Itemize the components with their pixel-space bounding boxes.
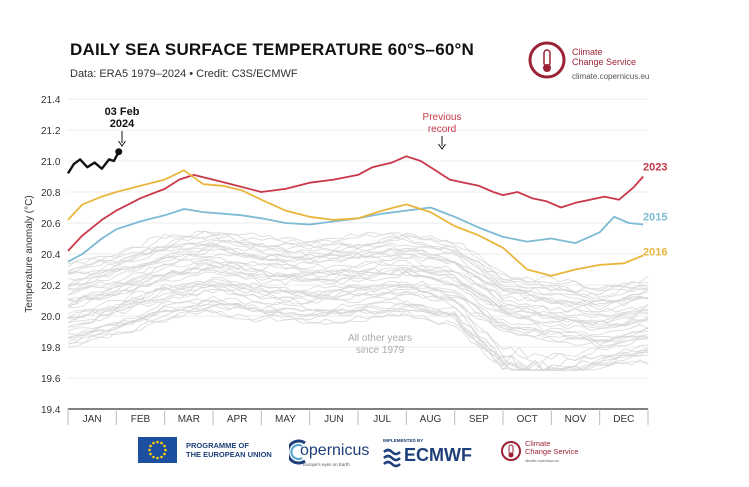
other-year-line: [67, 283, 648, 343]
y-tick-label: 20.0: [41, 312, 61, 323]
other-year-line: [67, 244, 649, 308]
c3s-footer-name-line2: Change Service: [525, 447, 579, 456]
c3s-logo-url: climate.copernicus.eu: [572, 72, 650, 81]
x-tick-label: DEC: [613, 414, 634, 425]
other-year-line: [67, 263, 649, 325]
x-tick-label: AUG: [420, 414, 442, 425]
y-tick-label: 21.4: [41, 95, 61, 106]
series-label-2023: 2023: [643, 162, 667, 174]
x-tick-label: JAN: [83, 414, 102, 425]
annotation-other-years-line1: All other years: [348, 333, 412, 344]
chart-subtitle: Data: ERA5 1979–2024 • Credit: C3S/ECMWF: [70, 68, 298, 80]
other-year-line: [67, 289, 649, 364]
annotation-latest-date-line1: 03 Feb: [105, 106, 140, 118]
c3s-logo-name-line2: Change Service: [572, 57, 637, 67]
annotation-previous-record-line2: record: [428, 124, 456, 135]
y-tick-label: 21.2: [41, 126, 61, 137]
series-line-2024: [66, 151, 120, 175]
series-label-2016: 2016: [643, 247, 667, 259]
chart-axes: 19.4 19.6 19.8 20.0 20.2 20.4 20.6 20.8 21.0 21.2…: [41, 95, 649, 425]
c3s-logo: Climate Change Service climate.copernicu…: [527, 38, 650, 84]
other-year-line: [67, 299, 649, 371]
latest-point-marker: [115, 148, 123, 156]
c3s-footer-name: Climate Change Service: [525, 440, 578, 456]
series-label-2015: 2015: [643, 212, 667, 224]
y-tick-label: 19.4: [41, 405, 61, 416]
ecmwf-waves-icon: [383, 448, 401, 468]
x-tick-label: SEP: [469, 414, 489, 425]
c3s-logo-name: Climate Change Service: [572, 47, 636, 67]
y-tick-label: 19.8: [41, 343, 61, 354]
other-year-line: [67, 258, 649, 319]
chart-title: DAILY SEA SURFACE TEMPERATURE 60°S–60°N: [70, 40, 474, 59]
other-year-line: [67, 233, 649, 296]
x-tick-label: APR: [227, 414, 248, 425]
c3s-emblem-icon: [528, 41, 566, 79]
other-year-line: [67, 288, 649, 360]
other-years-lines: [67, 230, 649, 371]
y-tick-label: 21.0: [41, 157, 61, 168]
copernicus-subtext: Europe's eyes on Earth: [303, 462, 350, 467]
x-tick-label: OCT: [517, 414, 538, 425]
x-tick-label: JUN: [324, 414, 343, 425]
ecmwf-implemented-text: IMPLEMENTED BY: [383, 438, 424, 443]
y-tick-label: 20.4: [41, 250, 61, 261]
other-year-line: [67, 257, 649, 314]
eu-programme-text: PROGRAMME OF THE EUROPEAN UNION: [186, 441, 272, 459]
other-year-line: [67, 230, 649, 292]
series-line-2016: [67, 169, 644, 277]
annotation-previous-record-line1: Previous: [423, 112, 462, 123]
other-year-line: [67, 285, 649, 349]
other-year-line: [67, 248, 649, 307]
ecmwf-logo: IMPLEMENTED BY ECMWF: [380, 438, 485, 468]
copernicus-logo: opernicus Europe's eyes on Earth: [289, 435, 369, 469]
y-tick-label: 19.6: [41, 374, 61, 385]
sst-chart: 2023 2015 2016 19.4 19.6 19.8 20.0 20.2 20.4 20.…: [24, 95, 667, 425]
y-tick-label: 20.2: [41, 281, 61, 292]
eu-text-line2: THE EUROPEAN UNION: [186, 450, 272, 459]
x-tick-label: FEB: [131, 414, 151, 425]
series-line-2023: [67, 155, 644, 252]
x-tick-label: NOV: [565, 414, 587, 425]
y-axis-label: Temperature anomaly (°C): [24, 195, 35, 312]
c3s-footer-emblem-icon: [501, 441, 521, 461]
c3s-footer-name-line1: Climate: [525, 439, 551, 448]
other-year-line: [67, 232, 649, 294]
c3s-logo-name-line1: Climate: [572, 47, 603, 57]
previous-record-arrowhead: [438, 143, 446, 150]
x-tick-label: MAY: [275, 414, 296, 425]
x-tick-label: MAR: [178, 414, 200, 425]
c3s-footer-url: climate.copernicus.eu: [525, 459, 559, 463]
other-year-line: [67, 230, 649, 290]
eu-text-line1: PROGRAMME OF: [186, 441, 249, 450]
other-year-line: [67, 276, 649, 338]
copernicus-c-icon: [289, 439, 306, 465]
other-year-line: [67, 295, 649, 371]
copernicus-text: opernicus: [300, 442, 370, 459]
annotation-other-years-line2: since 1979: [356, 345, 405, 356]
other-year-line: [67, 299, 649, 371]
annotation-latest-date-line2: 2024: [110, 118, 135, 130]
other-year-line: [67, 244, 649, 305]
ecmwf-text: ECMWF: [404, 445, 472, 465]
highlight-series: 2023 2015 2016: [66, 131, 667, 277]
x-tick-label: JUL: [373, 414, 391, 425]
y-tick-label: 20.6: [41, 219, 61, 230]
y-tick-label: 20.8: [41, 188, 61, 199]
c3s-footer-logo: Climate Change Service climate.copernicu…: [500, 435, 590, 469]
footer-logos: PROGRAMME OF THE EUROPEAN UNION opernicu…: [0, 430, 749, 475]
other-year-line: [67, 280, 649, 346]
latest-date-arrowhead: [118, 140, 126, 147]
other-year-line: [67, 239, 649, 302]
other-year-line: [67, 267, 649, 326]
eu-flag-icon: [138, 437, 177, 463]
other-year-line: [68, 283, 649, 343]
other-year-line: [67, 261, 649, 324]
other-year-line: [67, 258, 649, 319]
